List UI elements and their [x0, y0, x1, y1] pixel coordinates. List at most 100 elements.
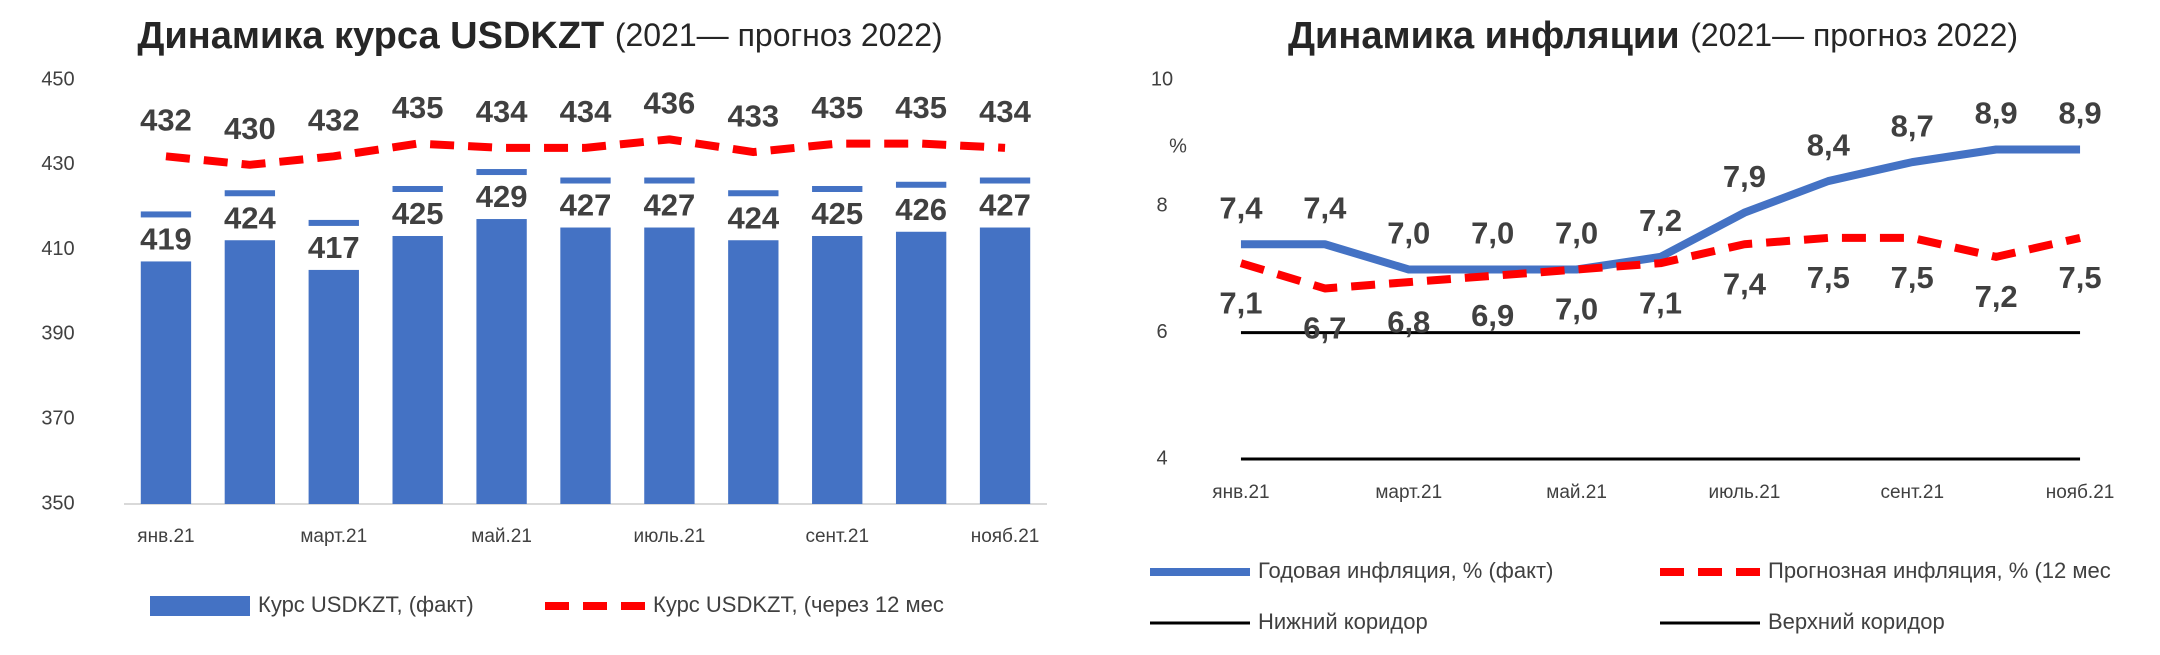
data-label: 7,0: [1471, 216, 1514, 251]
data-label: 427: [979, 188, 1031, 223]
data-label: 424: [727, 200, 779, 235]
legend-label: Курс USDKZT, (факт): [258, 592, 474, 617]
data-label-bg: [471, 175, 532, 220]
y-tick-label: 410: [41, 238, 74, 260]
legend-label: Годовая инфляция, % (факт): [1258, 558, 1553, 583]
data-label: 8,7: [1891, 108, 1934, 143]
x-tick-label: нояб.21: [971, 526, 1040, 547]
legend-label: Нижний коридор: [1258, 609, 1428, 634]
bar: [392, 186, 443, 504]
line-series: [1240, 145, 2081, 274]
bar: [728, 190, 779, 505]
data-label: 432: [140, 103, 192, 138]
subtitle: (2021— прогноз 2022): [615, 17, 943, 53]
y-tick-label: 390: [41, 323, 74, 345]
data-label: 427: [560, 188, 612, 223]
data-label: 425: [392, 196, 444, 231]
y-tick-label: 8: [1156, 195, 1167, 217]
legend-swatch: [150, 596, 250, 616]
chart-title: Динамика курса USDKZT (2021— прогноз 202…: [137, 15, 942, 57]
data-label: 419: [140, 222, 192, 257]
data-label: 7,4: [1723, 266, 1767, 301]
data-label: 435: [392, 90, 444, 125]
bar: [979, 177, 1031, 504]
x-tick-label: нояб.21: [2046, 482, 2115, 503]
data-label-bg: [639, 183, 700, 228]
data-label: 417: [308, 230, 360, 265]
bar: [476, 169, 527, 505]
y-tick-label: 450: [41, 68, 74, 90]
data-label: 7,5: [2058, 260, 2101, 295]
x-tick-label: май.21: [471, 526, 532, 547]
data-label: 434: [476, 94, 528, 129]
bar: [812, 186, 863, 504]
data-label-bg: [135, 217, 196, 262]
bar: [224, 190, 276, 505]
data-label: 7,2: [1639, 203, 1682, 238]
y-tick-label: 10: [1151, 68, 1173, 90]
legend-label: Курс USDKZT, (через 12 мес: [653, 592, 944, 617]
x-tick-label: июль.21: [633, 526, 705, 547]
legend-label: Верхний коридор: [1768, 609, 1945, 634]
data-label: 425: [811, 196, 863, 231]
data-label: 7,5: [1807, 260, 1850, 295]
data-label: 435: [811, 90, 863, 125]
data-label: 7,4: [1303, 190, 1347, 225]
data-label-bg: [555, 183, 616, 228]
x-tick-label: сент.21: [805, 526, 869, 547]
data-label: 7,1: [1639, 285, 1682, 320]
legend-label: Прогнозная инфляция, % (12 мес: [1768, 558, 2111, 583]
y-tick-label: 430: [41, 153, 74, 175]
bar: [644, 177, 695, 504]
data-label: 7,5: [1891, 260, 1934, 295]
data-label: 427: [644, 188, 696, 223]
data-label: 424: [224, 200, 276, 235]
data-label: 7,0: [1555, 292, 1598, 327]
line-series: [1239, 233, 2081, 293]
title: Динамика инфляции: [1288, 15, 1680, 57]
data-label: 6,7: [1303, 311, 1346, 346]
data-label: 7,9: [1723, 159, 1766, 194]
x-tick-label: сент.21: [1880, 482, 1944, 503]
data-label: 8,4: [1807, 127, 1851, 162]
data-label: 6,9: [1471, 298, 1514, 333]
y-unit: %: [1169, 135, 1187, 157]
data-label: 7,0: [1555, 216, 1598, 251]
data-label: 432: [308, 103, 360, 138]
x-tick-label: янв.21: [137, 526, 194, 547]
data-label: 435: [895, 90, 947, 125]
data-label: 7,1: [1219, 285, 1262, 320]
y-tick-label: 350: [41, 492, 74, 514]
bar: [560, 177, 611, 504]
data-label: 429: [476, 179, 528, 214]
title: Динамика курса USDKZT: [137, 15, 604, 57]
data-label: 433: [727, 98, 779, 133]
x-tick-label: март.21: [1375, 482, 1442, 503]
data-label-bg: [387, 192, 448, 236]
data-label: 7,2: [1975, 279, 2018, 314]
data-label: 434: [979, 94, 1031, 129]
x-tick-label: янв.21: [1212, 482, 1269, 503]
data-label: 426: [895, 192, 947, 227]
data-label-bg: [723, 196, 784, 241]
data-label: 434: [560, 94, 612, 129]
bar: [895, 181, 947, 504]
data-label: 430: [224, 111, 276, 146]
data-label-bg: [807, 192, 868, 236]
data-label: 7,4: [1219, 190, 1263, 225]
data-label-bg: [891, 187, 952, 232]
data-label: 8,9: [1975, 96, 2018, 131]
data-label-bg: [303, 225, 364, 270]
data-label: 8,9: [2058, 96, 2101, 131]
data-label: 436: [644, 86, 696, 121]
y-tick-label: 6: [1156, 321, 1167, 343]
chart-title: Динамика инфляции (2021— прогноз 2022): [1288, 15, 2018, 57]
subtitle: (2021— прогноз 2022): [1690, 17, 2018, 53]
data-label: 7,0: [1387, 216, 1430, 251]
x-tick-label: март.21: [300, 526, 367, 547]
data-label: 6,8: [1387, 304, 1430, 339]
line-series: [165, 135, 1006, 169]
y-tick-label: 370: [41, 407, 74, 429]
data-label-bg: [219, 196, 280, 241]
